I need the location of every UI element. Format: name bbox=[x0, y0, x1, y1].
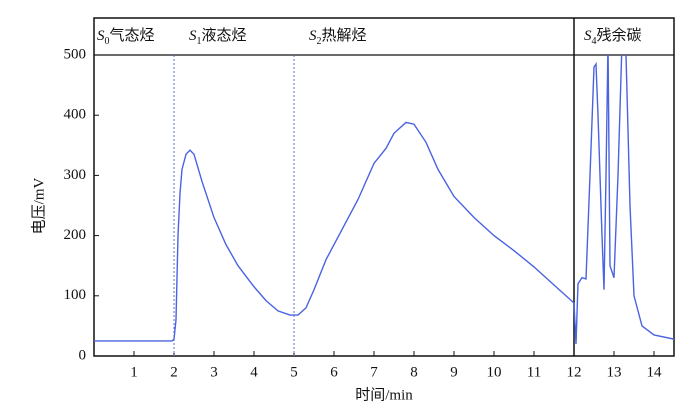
x-tick-label: 2 bbox=[170, 364, 178, 380]
region-symbol: S bbox=[97, 28, 105, 44]
region-subscript: 1 bbox=[197, 36, 202, 47]
y-tick-label: 300 bbox=[64, 167, 87, 183]
region-subscript: 2 bbox=[317, 36, 322, 47]
x-tick-label: 4 bbox=[250, 364, 258, 380]
region-symbol: S bbox=[309, 28, 317, 44]
region-name: 气态烃 bbox=[110, 27, 155, 44]
plot-frame bbox=[93, 17, 675, 357]
x-tick-label: 9 bbox=[450, 364, 458, 380]
x-axis-label: 时间/min bbox=[355, 386, 413, 403]
y-axis-label: 电压/mV bbox=[30, 178, 47, 235]
region-subscript: 4 bbox=[592, 36, 597, 47]
x-tick-label: 1 bbox=[130, 364, 138, 380]
x-tick-label: 10 bbox=[487, 364, 502, 380]
y-tick-label: 0 bbox=[79, 347, 87, 363]
region-subscript: 0 bbox=[105, 36, 110, 47]
region-symbol: S bbox=[584, 28, 592, 44]
region-name: 液态烃 bbox=[202, 27, 247, 44]
x-tick-label: 8 bbox=[410, 364, 418, 380]
x-tick-label: 13 bbox=[607, 364, 622, 380]
region-label: S0气态烃 bbox=[97, 27, 155, 47]
x-tick-label: 11 bbox=[527, 364, 541, 380]
x-tick-label: 12 bbox=[567, 364, 582, 380]
y-tick-label: 100 bbox=[64, 287, 87, 303]
region-name: 残余碳 bbox=[597, 26, 642, 44]
y-tick-label: 200 bbox=[64, 227, 87, 243]
x-tick-label: 14 bbox=[647, 364, 663, 380]
region-name: 热解烃 bbox=[322, 27, 367, 44]
x-tick-label: 3 bbox=[210, 364, 218, 380]
region-symbol: S bbox=[189, 28, 197, 44]
y-tick-label: 400 bbox=[64, 107, 87, 123]
x-tick-label: 6 bbox=[330, 364, 338, 380]
region-label: S4残余碳 bbox=[584, 26, 642, 47]
y-tick-label: 500 bbox=[64, 46, 87, 62]
region-label: S1液态烃 bbox=[189, 27, 247, 47]
data-line bbox=[94, 55, 674, 344]
x-tick-label: 5 bbox=[290, 364, 298, 380]
x-tick-label: 7 bbox=[370, 364, 378, 380]
region-label: S2热解烃 bbox=[309, 27, 367, 47]
